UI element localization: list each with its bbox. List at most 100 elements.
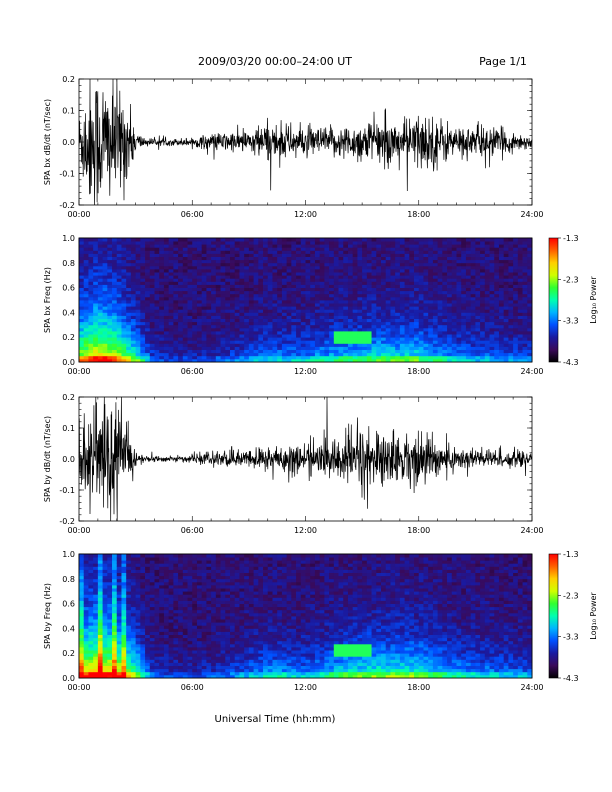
heat-cell: [149, 591, 155, 595]
heat-cell: [385, 337, 391, 341]
heat-cell: [230, 343, 236, 347]
heat-cell: [253, 256, 259, 261]
heat-cell: [277, 281, 283, 285]
heat-cell: [88, 318, 94, 323]
heat-cell: [253, 337, 259, 341]
heat-cell: [130, 591, 137, 595]
heat-cell: [126, 637, 132, 642]
heat-cell: [140, 250, 146, 254]
heat-cell: [428, 253, 434, 257]
heat-cell: [437, 300, 443, 304]
heat-cell: [145, 650, 151, 654]
heat-cell: [423, 262, 429, 267]
heat-cell: [192, 293, 198, 298]
heat-cell: [371, 238, 377, 242]
heat-cell: [286, 296, 292, 301]
heat-cell: [135, 634, 141, 639]
heat-cell: [480, 334, 486, 338]
heat-cell: [461, 253, 467, 257]
heat-cell: [121, 278, 127, 282]
heat-cell: [475, 293, 481, 298]
heat-cell: [187, 355, 193, 360]
heat-cell: [362, 241, 368, 245]
heat-cell: [140, 554, 146, 558]
heat-cell: [381, 358, 387, 362]
heat-cell: [423, 318, 429, 323]
heat-cell: [154, 578, 160, 583]
heat-cell: [314, 327, 321, 332]
heat-cell: [409, 312, 415, 316]
heat-cell: [97, 560, 103, 564]
heat-cell: [97, 653, 103, 657]
heat-cell: [93, 300, 99, 304]
heat-cell: [140, 281, 146, 285]
heat-cell: [116, 312, 122, 316]
heat-cell: [527, 284, 532, 288]
heat-cell: [291, 352, 297, 357]
heat-cell: [145, 331, 151, 335]
heat-cell: [102, 643, 108, 648]
heat-cell: [414, 250, 420, 254]
heat-cell: [470, 321, 476, 326]
heat-cell: [484, 327, 490, 332]
heat-cell: [428, 238, 434, 242]
heat-cell: [310, 321, 316, 326]
heat-cell: [527, 306, 532, 310]
heat-cell: [385, 259, 391, 264]
heat-cell: [324, 303, 330, 307]
heat-cell: [159, 321, 165, 326]
heat-cell: [121, 569, 127, 573]
heat-cell: [79, 619, 85, 623]
heat-cell: [149, 334, 155, 338]
heat-cell: [107, 331, 113, 335]
heat-cell: [130, 300, 137, 304]
heat-cell: [267, 343, 273, 347]
heat-cell: [258, 296, 264, 301]
heat-cell: [314, 293, 321, 298]
heat-cell: [83, 340, 89, 344]
heat-cell: [93, 557, 99, 561]
heat-cell: [286, 306, 292, 310]
heat-cell: [225, 303, 231, 307]
heat-cell: [527, 296, 532, 301]
heat-cell: [116, 619, 122, 623]
heat-cell: [248, 306, 254, 310]
heat-cell: [390, 290, 396, 295]
heat-cell: [126, 349, 132, 354]
heat-cell: [272, 259, 278, 264]
heat-cell: [196, 253, 203, 257]
heat-cell: [263, 290, 269, 295]
heat-cell: [258, 250, 264, 254]
heat-cell: [253, 296, 259, 301]
heat-cell: [102, 290, 108, 295]
heat-cell: [79, 318, 85, 323]
heat-cell: [135, 616, 141, 620]
heat-cell: [432, 238, 439, 242]
heat-cell: [508, 278, 514, 282]
heat-cell: [163, 253, 170, 257]
heat-cell: [263, 253, 269, 257]
heat-cell: [409, 269, 415, 273]
heat-cell: [423, 346, 429, 350]
heat-cell: [121, 597, 127, 601]
heat-cell: [352, 303, 358, 307]
heat-cell: [244, 275, 250, 279]
heat-cell: [310, 284, 316, 288]
heat-cell: [206, 256, 212, 261]
heat-cell: [357, 306, 363, 310]
heat-cell: [140, 600, 146, 604]
heat-cell: [253, 290, 259, 295]
heat-cell: [130, 253, 137, 257]
heat-cell: [97, 634, 103, 639]
heat-cell: [83, 640, 89, 645]
heat-cell: [347, 296, 354, 301]
heat-cell: [324, 312, 330, 316]
heat-cell: [494, 334, 500, 338]
heat-cell: [437, 349, 443, 354]
heat-cell: [79, 609, 85, 614]
heat-cell: [79, 244, 85, 248]
heat-cell: [324, 259, 330, 264]
heat-cell: [286, 358, 292, 362]
heat-cell: [253, 340, 259, 344]
heat-cell: [319, 300, 325, 304]
